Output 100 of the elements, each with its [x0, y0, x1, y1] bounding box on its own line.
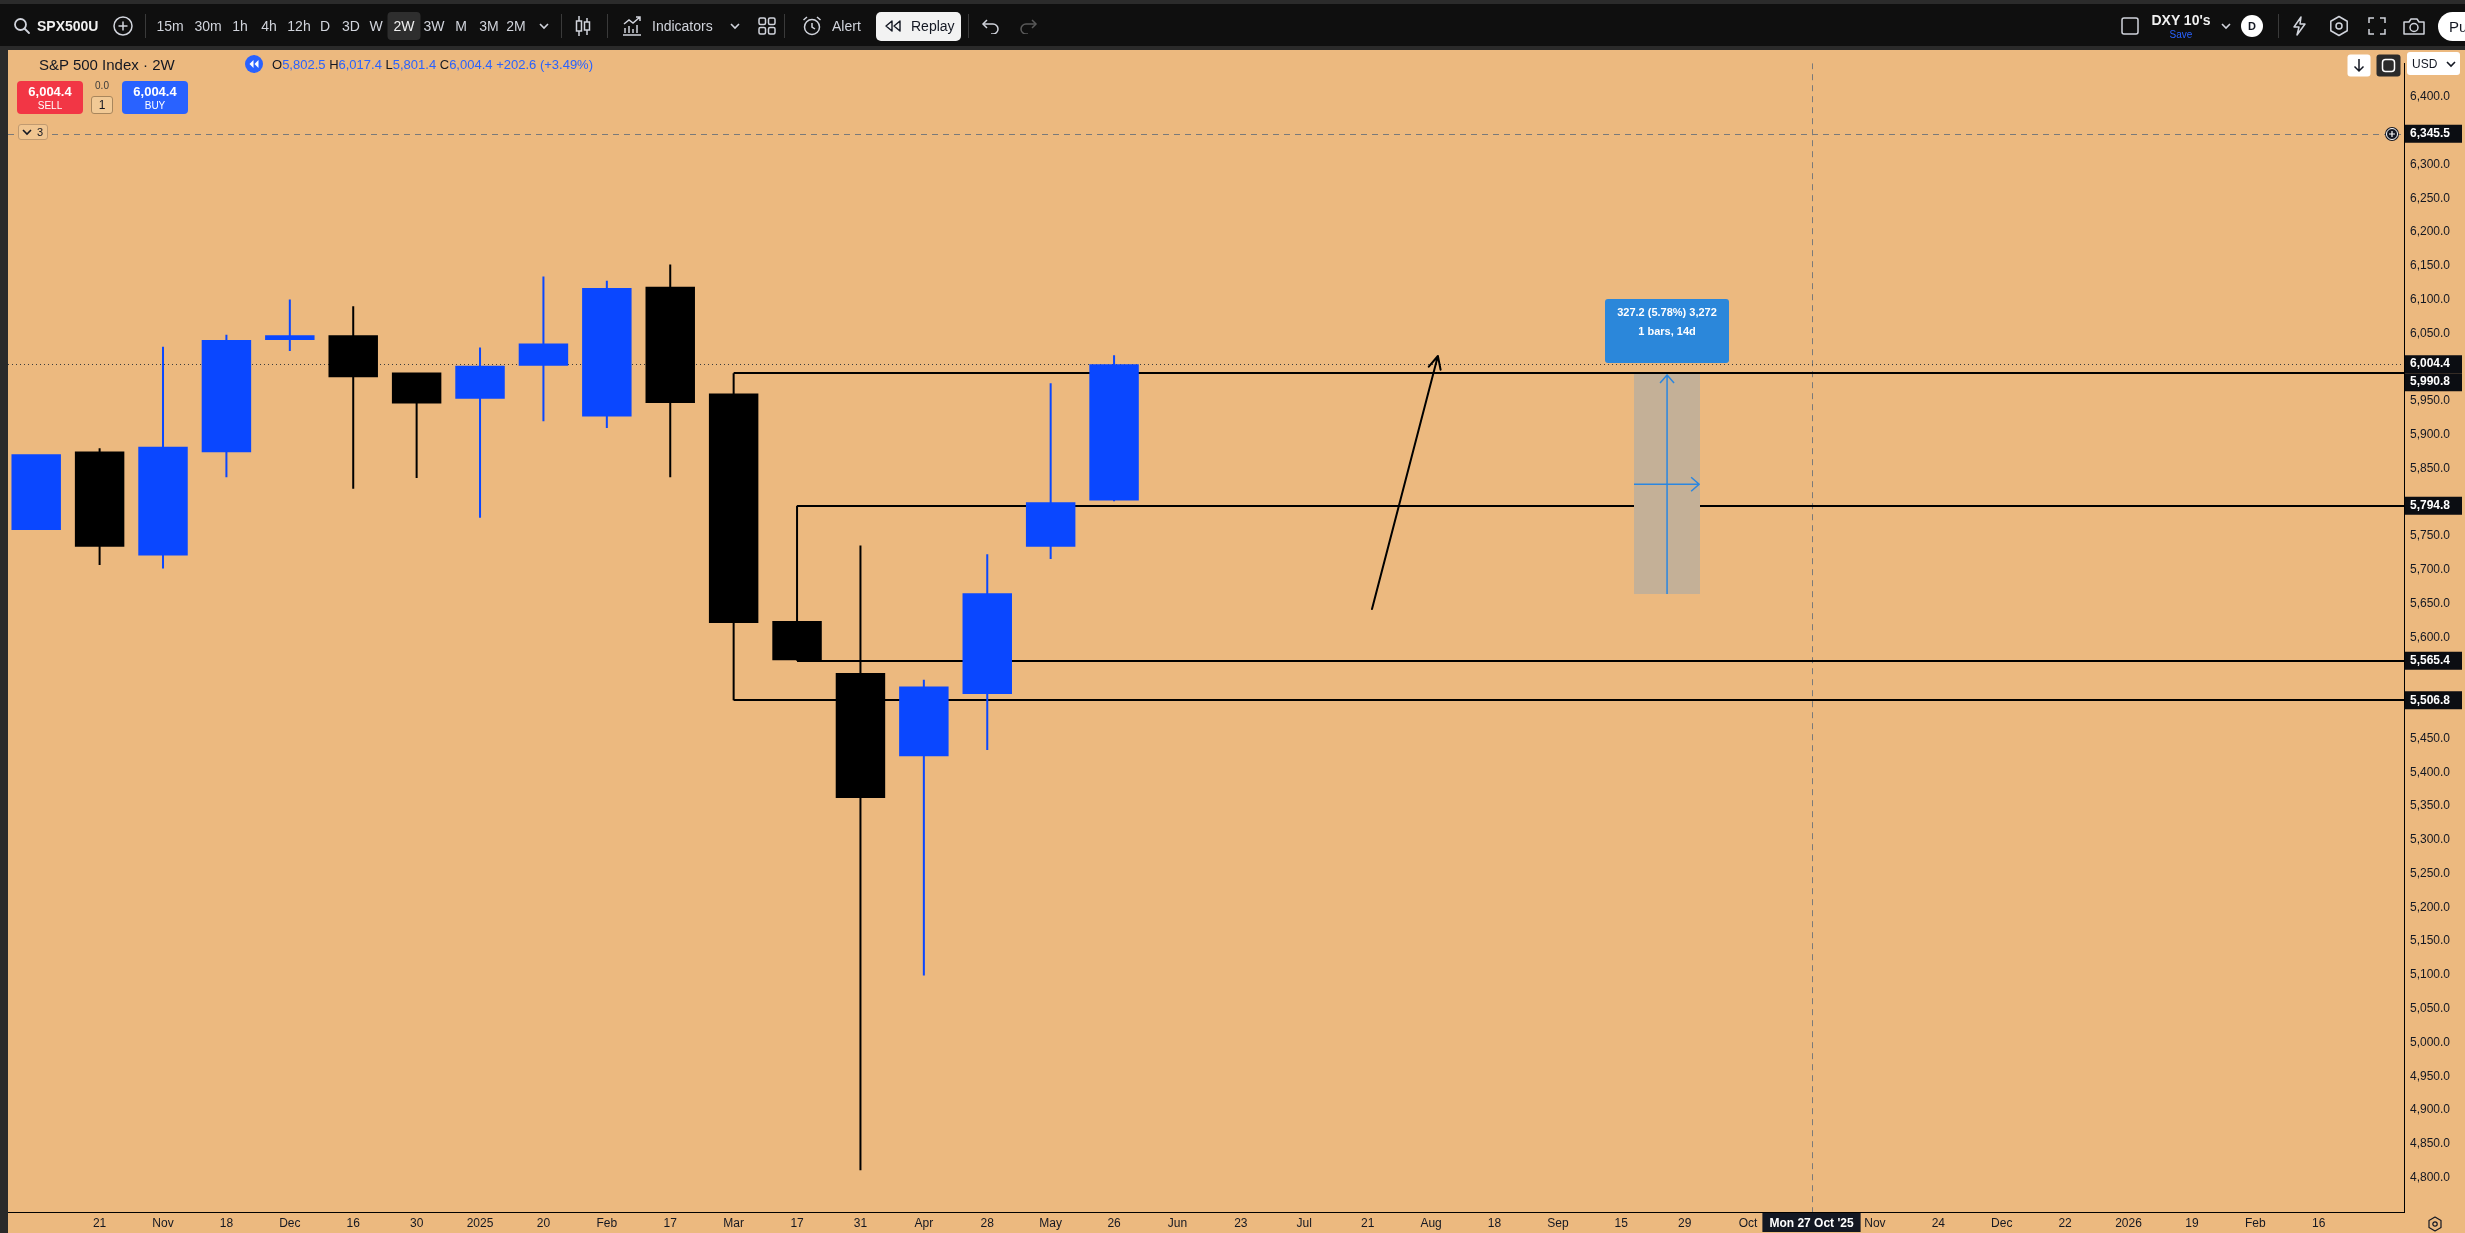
y-tick-label: 5,650.0: [2410, 595, 2451, 610]
x-tick-label: 16: [346, 1215, 361, 1230]
x-tick-label: Dec: [279, 1215, 301, 1230]
x-tick-label: 17: [790, 1215, 805, 1230]
y-tick-label: 5,000.0: [2410, 1034, 2451, 1049]
text: D: [2248, 19, 2256, 32]
x-tick-label: 19: [2185, 1215, 2199, 1230]
y-tick-label: 5,450.0: [2410, 730, 2451, 745]
annotation: 0.0: [95, 80, 109, 91]
candlestick: [265, 299, 315, 351]
x-tick-label: Dec: [1991, 1215, 2013, 1230]
x-tick-label: 28: [980, 1215, 995, 1230]
candlestick: [455, 347, 505, 518]
candlestick: [962, 554, 1012, 751]
annotation: BUY: [144, 100, 166, 111]
text: Alert: [832, 18, 861, 34]
y-tick-label: 6,400.0: [2410, 89, 2451, 104]
x-tick-label: 16: [2312, 1215, 2326, 1230]
ref-line-label: 5,565.4: [2410, 652, 2451, 667]
y-tick-label: 5,850.0: [2410, 460, 2451, 475]
y-tick-label: 5,150.0: [2410, 933, 2451, 948]
text: Replay: [911, 18, 955, 34]
annotation: 327.2 (5.78%) 3,272: [1617, 305, 1717, 318]
x-tick-label: Nov: [1864, 1215, 1886, 1230]
candlestick: [518, 276, 569, 422]
candlestick: [391, 372, 442, 478]
candlestick: [74, 448, 125, 565]
x-tick-label: Sep: [1547, 1215, 1569, 1230]
annotation: SELL: [37, 100, 63, 111]
text: D: [319, 18, 331, 34]
text: 3M: [479, 18, 499, 34]
text: 12h: [287, 18, 311, 34]
y-tick-label: 5,950.0: [2410, 393, 2451, 408]
annotation: 6,004.4: [133, 83, 177, 99]
candlestick: [645, 264, 695, 478]
candlestick: [899, 679, 949, 976]
x-tick-label: 31: [853, 1215, 868, 1230]
ref-line-label: 5,990.8: [2410, 374, 2451, 389]
y-tick-label: 4,800.0: [2410, 1169, 2451, 1184]
text: 1h: [232, 18, 248, 34]
text: Save: [2169, 29, 2193, 40]
x-tick-label: 15: [1614, 1215, 1629, 1230]
x-tick-label: Oct: [1738, 1215, 1759, 1230]
candlestick: [138, 346, 188, 569]
x-tick-label: 23: [1234, 1215, 1248, 1230]
y-tick-label: 5,600.0: [2410, 629, 2451, 644]
text: 4h: [261, 18, 277, 34]
x-tick-label: 20: [536, 1215, 551, 1230]
x-tick-label: 18: [219, 1215, 234, 1230]
y-tick-label: 5,050.0: [2410, 1001, 2451, 1016]
y-tick-label: 6,100.0: [2410, 291, 2451, 306]
ref-line-label: 6,004.4: [2410, 356, 2451, 371]
candlestick: [1025, 383, 1076, 559]
ref-line-label: 5,506.8: [2410, 692, 2451, 707]
x-tick-label: Apr: [914, 1215, 934, 1230]
y-tick-label: 6,150.0: [2410, 258, 2451, 273]
x-tick-label: 30: [409, 1215, 424, 1230]
candlestick: [11, 454, 61, 530]
y-tick-label: 5,100.0: [2410, 967, 2451, 982]
text: M: [455, 18, 467, 34]
text: DXY 10's: [2151, 12, 2211, 28]
x-tick-label: 26: [1107, 1215, 1122, 1230]
text: Indicators: [652, 18, 713, 34]
y-tick-label: 6,250.0: [2410, 190, 2451, 205]
x-tick-label: Mon 27 Oct '25: [1769, 1215, 1854, 1230]
text: SPX500U: [37, 18, 99, 34]
y-tick-label: 5,750.0: [2410, 528, 2451, 543]
y-axis-title: USD: [2412, 56, 2438, 71]
y-tick-label: 6,300.0: [2410, 156, 2451, 171]
x-tick-label: Feb: [596, 1215, 618, 1230]
annotation: 1: [98, 98, 106, 112]
annotation: 1 bars, 14d: [1638, 324, 1696, 337]
text: O5,802.5 H6,017.4 L5,801.4 C6,004.4 +202.6 (+3.49%): [272, 56, 594, 72]
y-tick-label: 5,350.0: [2410, 798, 2451, 813]
x-tick-label: 2026: [2115, 1215, 2143, 1230]
y-tick-label: 5,250.0: [2410, 865, 2451, 880]
y-tick-label: 5,700.0: [2410, 562, 2451, 577]
annotation: 6,004.4: [28, 83, 72, 99]
x-tick-label: Jul: [1296, 1215, 1312, 1230]
text: 3W: [423, 18, 445, 34]
candlestick: [582, 280, 632, 428]
ref-line-label: 6,345.5: [2410, 126, 2451, 141]
x-tick-label: Nov: [152, 1215, 174, 1230]
candlestick: [328, 306, 378, 489]
text: 15m: [156, 18, 184, 34]
x-tick-label: 17: [663, 1215, 678, 1230]
y-tick-label: 5,300.0: [2410, 832, 2451, 847]
x-tick-label: 21: [1361, 1215, 1375, 1230]
y-tick-label: 4,900.0: [2410, 1102, 2451, 1117]
text: 2M: [506, 18, 526, 34]
x-tick-label: 18: [1487, 1215, 1502, 1230]
x-tick-label: 21: [92, 1215, 107, 1230]
x-tick-label: 2025: [466, 1215, 494, 1230]
y-tick-label: 4,850.0: [2410, 1136, 2451, 1151]
text: 3D: [342, 18, 360, 34]
y-tick-label: 6,050.0: [2410, 325, 2451, 340]
candlestick: [1089, 355, 1139, 502]
candlestick: [201, 334, 252, 478]
ref-line-label: 5,794.8: [2410, 498, 2451, 513]
annotation: 3: [36, 125, 44, 138]
